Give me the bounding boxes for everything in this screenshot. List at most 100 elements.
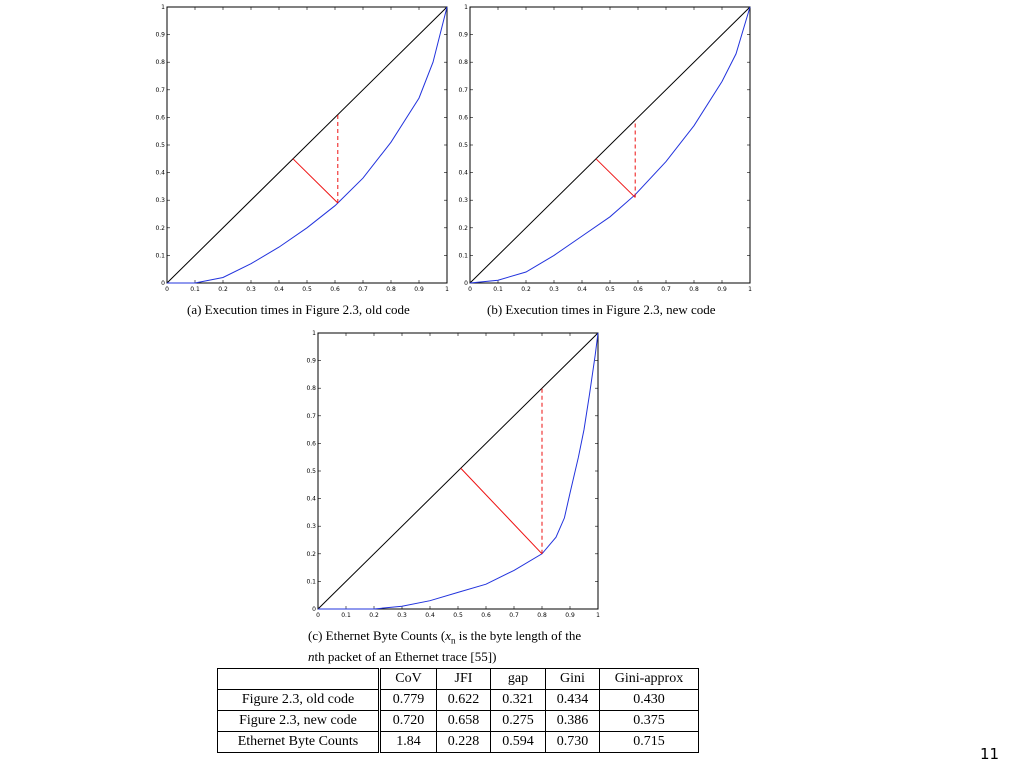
y-tick-label: 0.3 <box>458 197 468 204</box>
table-cell: 0.730 <box>545 731 600 753</box>
table-header-cell: JFI <box>436 668 491 690</box>
x-tick-label: 0.1 <box>190 286 200 293</box>
y-tick-label: 0.8 <box>306 385 316 392</box>
caption-c: (c) Ethernet Byte Counts (xn is the byte… <box>308 628 581 665</box>
lorenz-plot-b: 0 0.1 0.2 0.3 0.4 0.5 0.6 0.7 0.8 0.9 1 0 0.1 0.2 0.3 0… <box>458 4 752 293</box>
table-cell: 1.84 <box>379 731 437 753</box>
y-tick-label: 0.3 <box>155 197 165 204</box>
y-tick-label: 0.2 <box>458 225 468 232</box>
y-tick-label: 0.5 <box>306 468 316 475</box>
y-tick-label: 0.4 <box>155 170 165 177</box>
x-tick-label: 0.5 <box>605 286 615 293</box>
table-cell: 0.779 <box>379 689 437 711</box>
y-tick-label: 1 <box>312 330 316 337</box>
x-tick-label: 0.1 <box>493 286 503 293</box>
y-tick-label: 0.3 <box>306 523 316 530</box>
plot-b-svg: 0 0.1 0.2 0.3 0.4 0.5 0.6 0.7 0.8 0.9 1 0 0.1 0.2 0.3 0… <box>458 4 752 293</box>
lorenz-plot-a: 0 0.1 0.2 0.3 0.4 0.5 0.6 0.7 0.8 0.9 1 0 0.1 0.2 0.3 0… <box>155 4 449 293</box>
x-tick-label: 0.6 <box>633 286 643 293</box>
caption-c-part3: th packet of an Ethernet trace [55]) <box>314 648 497 664</box>
table-cell: 0.622 <box>436 689 491 711</box>
table-header-cell: Gini <box>545 668 600 690</box>
y-tick-label: 1 <box>464 4 468 11</box>
caption-c-var: x <box>445 628 451 643</box>
table-row: Figure 2.3, new code 0.720 0.658 0.275 0… <box>217 710 699 732</box>
x-tick-label: 0.4 <box>577 286 587 293</box>
plot-c-svg: 0 0.1 0.2 0.3 0.4 0.5 0.6 0.7 0.8 0.9 1 0 0.1 0.2 0.3 0… <box>306 330 600 619</box>
table-cell: 0.720 <box>379 710 437 732</box>
table-row: Figure 2.3, old code 0.779 0.622 0.321 0… <box>217 689 699 711</box>
y-tick-label: 0.9 <box>306 358 316 365</box>
caption-c-part2: is the byte length of the <box>455 628 582 643</box>
table-cell: 0.658 <box>436 710 491 732</box>
table-cell: Figure 2.3, new code <box>217 710 381 732</box>
y-tick-label: 0.7 <box>306 413 316 420</box>
table-cell: 0.321 <box>490 689 546 711</box>
y-tick-label: 1 <box>161 4 165 11</box>
y-tick-label: 0 <box>464 280 468 287</box>
table-cell: 0.434 <box>545 689 600 711</box>
x-tick-label: 0.5 <box>302 286 312 293</box>
x-tick-label: 0.3 <box>397 612 407 619</box>
caption-c-var2: n <box>308 648 315 664</box>
x-tick-label: 0.3 <box>246 286 256 293</box>
y-tick-label: 0.6 <box>458 114 468 121</box>
equality-line <box>317 332 599 610</box>
x-tick-label: 0 <box>316 612 320 619</box>
lorenz-plot-c: 0 0.1 0.2 0.3 0.4 0.5 0.6 0.7 0.8 0.9 1 0 0.1 0.2 0.3 0… <box>306 330 600 619</box>
table-cell: 0.228 <box>436 731 491 753</box>
caption-c-part1: (c) Ethernet Byte Counts ( <box>308 628 446 643</box>
equality-line <box>166 6 448 284</box>
table-header-cell: gap <box>490 668 546 690</box>
gap-perpendicular <box>595 158 636 198</box>
y-tick-label: 0.7 <box>155 87 165 94</box>
x-tick-label: 0.2 <box>521 286 531 293</box>
x-tick-label: 0.7 <box>509 612 519 619</box>
table-row: Ethernet Byte Counts 1.84 0.228 0.594 0.… <box>217 731 699 753</box>
x-tick-label: 0.4 <box>274 286 284 293</box>
metrics-table: CoV JFI gap Gini Gini-approx Figure 2.3,… <box>217 668 699 753</box>
table-header-cell <box>217 668 381 690</box>
y-tick-label: 0.1 <box>306 578 316 585</box>
x-tick-label: 0.9 <box>414 286 424 293</box>
table-cell: 0.386 <box>545 710 600 732</box>
caption-b: (b) Execution times in Figure 2.3, new c… <box>487 302 716 317</box>
table-cell: Figure 2.3, old code <box>217 689 381 711</box>
caption-a: (a) Execution times in Figure 2.3, old c… <box>187 302 410 317</box>
y-tick-label: 0.1 <box>155 252 165 259</box>
y-tick-label: 0.6 <box>306 440 316 447</box>
table-cell: 0.430 <box>599 689 699 711</box>
x-tick-label: 1 <box>445 286 449 293</box>
x-tick-label: 0.6 <box>330 286 340 293</box>
page-number: 11 <box>980 745 1000 763</box>
table-cell: 0.275 <box>490 710 546 732</box>
gap-perpendicular <box>460 467 543 555</box>
x-tick-label: 0.4 <box>425 612 435 619</box>
x-tick-label: 0 <box>468 286 472 293</box>
x-tick-label: 1 <box>748 286 752 293</box>
x-tick-label: 0.8 <box>386 286 396 293</box>
x-tick-label: 1 <box>596 612 600 619</box>
gap-perpendicular <box>292 158 339 204</box>
y-tick-label: 0.7 <box>458 87 468 94</box>
y-tick-label: 0.8 <box>458 59 468 66</box>
table-header-row: CoV JFI gap Gini Gini-approx <box>217 668 699 690</box>
y-tick-label: 0.5 <box>155 142 165 149</box>
x-tick-label: 0.3 <box>549 286 559 293</box>
table-header-cell: Gini-approx <box>599 668 699 690</box>
x-tick-label: 0.9 <box>565 612 575 619</box>
equality-line <box>469 6 751 284</box>
x-tick-label: 0 <box>165 286 169 293</box>
table-cell: 0.375 <box>599 710 699 732</box>
x-tick-label: 0.8 <box>537 612 547 619</box>
caption-c-sub: n <box>450 635 456 646</box>
y-tick-label: 0.1 <box>458 252 468 259</box>
y-tick-label: 0.6 <box>155 114 165 121</box>
y-tick-label: 0.8 <box>155 59 165 66</box>
lorenz-curve <box>318 332 599 610</box>
x-tick-label: 0.7 <box>661 286 671 293</box>
lorenz-curve <box>167 6 448 284</box>
y-tick-label: 0.9 <box>155 32 165 39</box>
y-tick-label: 0.5 <box>458 142 468 149</box>
plot-a-svg: 0 0.1 0.2 0.3 0.4 0.5 0.6 0.7 0.8 0.9 1 0 0.1 0.2 0.3 0… <box>155 4 449 293</box>
